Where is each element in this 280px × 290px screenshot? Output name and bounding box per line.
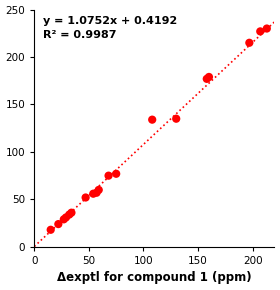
Point <box>114 171 118 176</box>
Point <box>97 188 101 192</box>
Point <box>69 210 74 215</box>
Point <box>204 77 209 81</box>
Point <box>247 41 252 45</box>
Text: y = 1.0752x + 0.4192: y = 1.0752x + 0.4192 <box>43 16 177 26</box>
Point <box>258 29 262 34</box>
Point <box>207 75 211 79</box>
Point <box>91 191 95 196</box>
Point <box>174 116 178 121</box>
Point <box>64 215 68 220</box>
Point <box>150 117 155 122</box>
Point <box>265 26 269 31</box>
Point <box>106 173 111 178</box>
Point <box>83 195 88 200</box>
Point <box>67 212 71 217</box>
X-axis label: Δexptl for compound 1 (ppm): Δexptl for compound 1 (ppm) <box>57 271 252 284</box>
Point <box>62 217 66 222</box>
Point <box>56 222 60 226</box>
Text: R² = 0.9987: R² = 0.9987 <box>43 30 116 40</box>
Point <box>94 191 99 195</box>
Point <box>48 227 53 232</box>
